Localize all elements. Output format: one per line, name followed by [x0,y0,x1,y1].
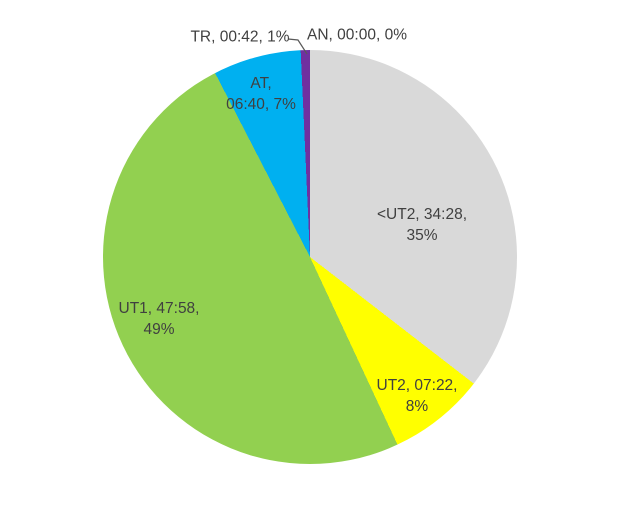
slice-label-ut2-line1: UT2, 07:22, [376,377,458,394]
pie-graphic [103,50,517,464]
slice-label-ut1: UT1, 47:58, 49% [119,298,200,340]
slice-label-ut1-line1: UT1, 47:58, [118,300,200,317]
slice-label-at: AT, 06:40, 7% [226,73,296,115]
slice-label-at-line2: 06:40, 7% [226,96,296,113]
slice-label-ut2: UT2, 07:22, 8% [377,375,458,417]
slice-label-ut1-line2: 49% [143,321,175,338]
slice-label-lt-ut2-line1: <UT2, 34:28, [376,206,468,223]
slice-label-lt-ut2-line2: 35% [406,227,438,244]
slice-label-tr-text: TR, 00:42, 1% [190,28,290,46]
slice-label-at-line1: AT, [250,75,272,92]
slice-label-tr: TR, 00:42, 1% [190,27,289,48]
slice-label-ut2-line2: 8% [405,398,429,415]
slice-label-an-text: AN, 00:00, 0% [307,26,407,44]
slice-label-an: AN, 00:00, 0% [307,25,407,46]
slice-label-lt-ut2: <UT2, 34:28, 35% [377,204,467,246]
